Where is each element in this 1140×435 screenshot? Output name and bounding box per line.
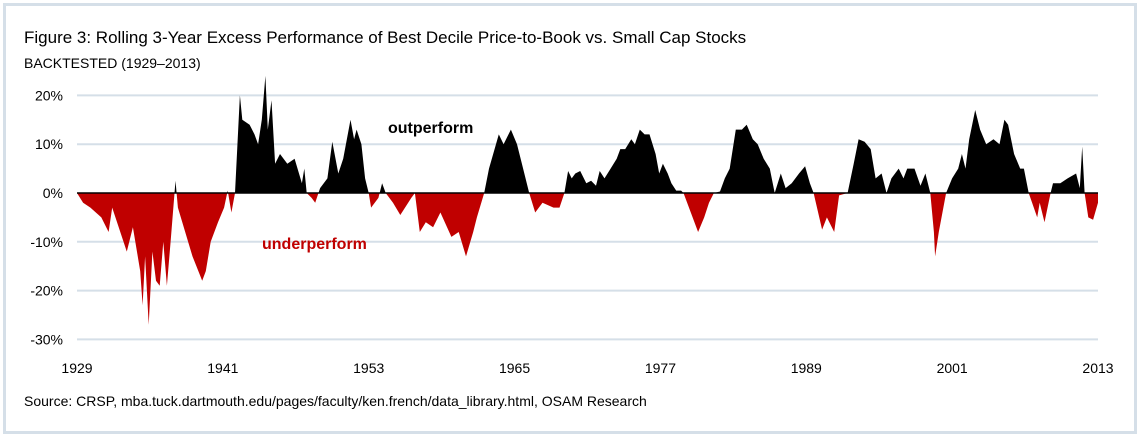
y-axis-ticks: 20% 10% 0% -10% -20% -30% — [30, 87, 63, 347]
x-tick-label: 1965 — [499, 360, 530, 376]
underperform-area — [77, 193, 1098, 325]
source-note: Source: CRSP, mba.tuck.dartmouth.edu/pag… — [24, 393, 647, 409]
annotation-underperform: underperform — [262, 236, 367, 253]
y-tick-label: 10% — [35, 136, 63, 152]
x-tick-label: 1977 — [645, 360, 676, 376]
y-tick-label: 20% — [35, 87, 63, 103]
y-tick-label: 0% — [43, 185, 63, 201]
x-tick-label: 1929 — [61, 360, 92, 376]
x-tick-label: 2001 — [937, 360, 968, 376]
x-tick-label: 1941 — [207, 360, 238, 376]
x-tick-label: 1989 — [791, 360, 822, 376]
outperform-area — [77, 75, 1098, 193]
x-tick-label: 2013 — [1082, 360, 1113, 376]
chart-subtitle: BACKTESTED (1929–2013) — [24, 55, 201, 71]
gridlines — [77, 94, 1098, 341]
chart-title: Figure 3: Rolling 3-Year Excess Performa… — [24, 28, 747, 47]
x-axis-ticks: 1929 1941 1953 1965 1977 1989 2001 2013 — [61, 360, 1113, 376]
y-tick-label: -20% — [30, 283, 63, 299]
y-tick-label: -30% — [30, 331, 63, 347]
annotation-outperform: outperform — [388, 120, 473, 137]
x-tick-label: 1953 — [353, 360, 384, 376]
y-tick-label: -10% — [30, 234, 63, 250]
